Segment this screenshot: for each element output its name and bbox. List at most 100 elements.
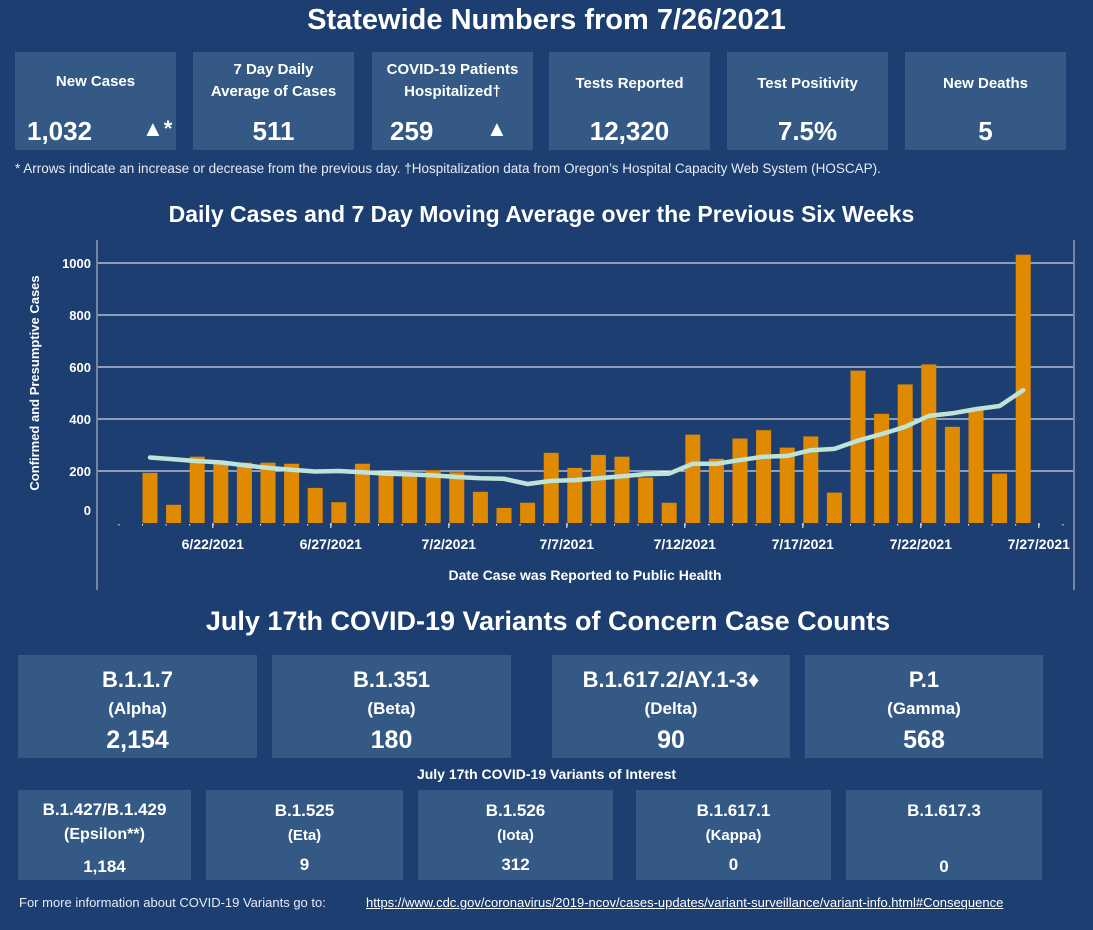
x-minor-tick bbox=[165, 524, 167, 526]
bar-7/4 bbox=[496, 507, 512, 523]
variant-count: 1,184 bbox=[83, 857, 126, 876]
bar-7/15 bbox=[756, 430, 772, 523]
y-tick-label: 1000 bbox=[62, 256, 91, 271]
x-minor-tick bbox=[732, 524, 733, 526]
x-minor-tick bbox=[496, 524, 497, 526]
x-minor-tick bbox=[850, 524, 851, 526]
bar-7/14 bbox=[732, 438, 748, 523]
moving-average bbox=[147, 387, 1026, 487]
variant-interest-card: B.1.427/B.1.429 (Epsilon**) 1,184 bbox=[18, 790, 191, 880]
bar-6/19 bbox=[142, 472, 158, 523]
variants-of-concern-title: July 17th COVID-19 Variants of Concern C… bbox=[205, 606, 891, 636]
x-minor-tick bbox=[661, 524, 663, 526]
y-tick-labels: 0 200 400 600 800 1000 bbox=[62, 256, 91, 518]
stat-label: New Deaths bbox=[942, 75, 1029, 92]
x-tick-label: 7/22/2021 bbox=[890, 536, 952, 552]
x-minor-tick bbox=[779, 524, 781, 526]
variant-greek: (Alpha) bbox=[108, 699, 167, 718]
bar-7/16 bbox=[779, 447, 795, 523]
x-minor-tick bbox=[260, 524, 261, 526]
x-tick-label: 7/12/2021 bbox=[654, 536, 716, 552]
bar-7/12 bbox=[685, 434, 701, 523]
stat-label: Test Positivity bbox=[757, 75, 858, 92]
footer-text: For more information about COVID-19 Vari… bbox=[19, 895, 326, 910]
x-tick-label: 7/27/2021 bbox=[1008, 536, 1070, 552]
x-minor-tick bbox=[472, 524, 474, 526]
x-tick-label: 7/7/2021 bbox=[540, 536, 595, 552]
x-minor-tick bbox=[873, 524, 875, 526]
x-minor-tick bbox=[118, 524, 120, 526]
variant-interest-card: B.1.525 (Eta) 9 bbox=[206, 790, 403, 880]
bar-7/3 bbox=[472, 491, 488, 523]
bar-6/26 bbox=[307, 487, 323, 523]
stat-card-new-cases: New Cases 1,032 ▲* bbox=[15, 52, 176, 150]
variant-greek: (Delta) bbox=[644, 699, 698, 718]
bar-6/20 bbox=[166, 504, 182, 523]
bar-6/21 bbox=[189, 456, 205, 523]
bar-6/25 bbox=[284, 463, 300, 523]
bar-6/23 bbox=[236, 462, 252, 523]
x-tick-label: 7/17/2021 bbox=[772, 536, 834, 552]
x-minor-tick bbox=[307, 524, 309, 526]
variant-count: 180 bbox=[370, 726, 413, 754]
stat-value: 12,320 bbox=[589, 116, 670, 146]
x-minor-tick bbox=[708, 524, 710, 526]
bar-6/30 bbox=[402, 474, 418, 523]
bar-7/6 bbox=[543, 452, 559, 523]
x-minor-tick bbox=[236, 524, 238, 526]
variant-card: B.1.1.7 (Alpha) 2,154 bbox=[18, 655, 257, 758]
x-minor-tick bbox=[968, 524, 969, 526]
y-tick-label: 0 bbox=[84, 503, 91, 518]
stat-label: Tests Reported bbox=[575, 75, 684, 92]
x-minor-tick bbox=[755, 524, 757, 526]
variant-interest-card: B.1.617.3 0 bbox=[846, 790, 1042, 880]
bar-6/22 bbox=[213, 462, 229, 523]
bar-7/8 bbox=[590, 454, 606, 523]
x-tick-labels: 6/22/2021 6/27/2021 7/2/2021 7/7/2021 7/12/2… bbox=[118, 523, 1070, 552]
variant-name: B.1.526 bbox=[485, 801, 546, 820]
bar-7/19 bbox=[850, 370, 866, 523]
bar-7/25 bbox=[992, 473, 1008, 523]
variant-greek: (Eta) bbox=[287, 827, 322, 844]
cdc-variant-info-link[interactable]: https://www.cdc.gov/coronavirus/2019-nco… bbox=[366, 895, 1004, 910]
variant-interest-card: B.1.617.1 (Kappa) 0 bbox=[636, 790, 831, 880]
variants-of-interest-title: July 17th COVID-19 Variants of Interest bbox=[416, 766, 677, 782]
variant-greek: (Epsilon**) bbox=[64, 826, 145, 843]
bar-7/21 bbox=[897, 384, 913, 523]
bar-7/23 bbox=[944, 426, 960, 523]
trend-up-icon: ▲* bbox=[142, 116, 173, 141]
stat-value: 259 bbox=[390, 116, 434, 146]
x-tick-label: 6/22/2021 bbox=[182, 536, 244, 552]
bars bbox=[142, 254, 1031, 523]
bar-7/9 bbox=[614, 456, 630, 523]
variant-name: P.1 bbox=[908, 667, 940, 692]
x-minor-tick bbox=[637, 524, 639, 526]
stat-value: 511 bbox=[252, 116, 295, 146]
x-minor-tick bbox=[991, 524, 993, 526]
variant-name: B.1.617.3 bbox=[907, 801, 981, 820]
stat-value: 1,032 bbox=[27, 116, 93, 146]
variant-count: 0 bbox=[939, 857, 949, 876]
variant-name: B.1.1.7 bbox=[102, 667, 173, 692]
y-axis-label: Confirmed and Presumptive Cases bbox=[27, 275, 42, 490]
stat-label: New Cases bbox=[55, 73, 136, 90]
variant-count: 9 bbox=[299, 855, 310, 874]
variant-count: 2,154 bbox=[106, 726, 169, 754]
bar-6/29 bbox=[378, 472, 394, 523]
bar-7/11 bbox=[661, 502, 677, 523]
variant-count: 0 bbox=[728, 855, 739, 874]
moving-average-line bbox=[147, 387, 1026, 487]
x-tick-label: 6/27/2021 bbox=[300, 536, 362, 552]
stat-value: 7.5% bbox=[777, 116, 838, 146]
stat-label: COVID-19 Patients Hospitalized† bbox=[386, 61, 519, 100]
variant-name: B.1.525 bbox=[274, 801, 335, 820]
stat-card-new-deaths: New Deaths 5 bbox=[905, 52, 1066, 150]
x-minor-tick bbox=[614, 524, 615, 526]
variant-card: P.1 (Gamma) 568 bbox=[805, 655, 1043, 758]
chart-title: Daily Cases and 7 Day Moving Average ove… bbox=[168, 201, 915, 227]
x-minor-tick bbox=[142, 524, 143, 526]
bar-6/27 bbox=[331, 502, 347, 523]
stat-label: 7 Day Daily Average of Cases bbox=[210, 61, 337, 100]
page-title: Statewide Numbers from 7/26/2021 bbox=[307, 4, 786, 36]
x-minor-tick bbox=[1015, 524, 1017, 526]
